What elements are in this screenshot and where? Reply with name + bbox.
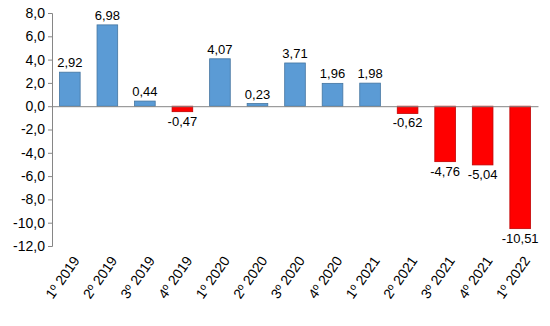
y-tick: 8,0 bbox=[26, 5, 52, 21]
y-tick-mark bbox=[48, 199, 52, 200]
y-tick-label: -10,0 bbox=[13, 215, 45, 231]
x-tick: 2º 2021 bbox=[380, 250, 421, 302]
bar bbox=[472, 106, 493, 165]
y-tick-label: 0,0 bbox=[26, 98, 46, 114]
y-tick-label: 4,0 bbox=[26, 52, 46, 68]
y-tick-mark bbox=[48, 13, 52, 14]
bars bbox=[60, 25, 531, 229]
x-tick: 2º 2019 bbox=[80, 250, 121, 302]
x-axis-line-group bbox=[53, 106, 539, 107]
x-tick-label: 3º 2019 bbox=[117, 253, 158, 302]
data-labels: 2,92 6,98 0,44 -0,47 4,07 0,23 3,71 1,96 1,98 -0,… bbox=[57, 8, 538, 246]
y-tick: -10,0 bbox=[13, 215, 52, 231]
x-tick-label: 2º 2019 bbox=[80, 253, 121, 302]
y-tick-label: 8,0 bbox=[26, 5, 46, 21]
x-tick-label: 1º 2019 bbox=[42, 253, 83, 302]
x-tick-label: 2º 2020 bbox=[230, 253, 271, 302]
y-axis: -12,0 -10,0 -8,0 -6,0 -4,0 -2,0 0,0 2,0 4,0 6,0 8,… bbox=[13, 5, 52, 254]
y-tick-label: -2,0 bbox=[21, 121, 45, 137]
y-tick-mark bbox=[48, 153, 52, 154]
y-tick: -12,0 bbox=[13, 238, 52, 254]
x-tick: 1º 2019 bbox=[42, 250, 83, 302]
data-label: -0,47 bbox=[168, 114, 198, 129]
x-tick-label: 1º 2021 bbox=[342, 253, 383, 302]
x-tick-label: 3º 2021 bbox=[417, 253, 458, 302]
bar bbox=[360, 83, 381, 106]
bar bbox=[247, 104, 268, 107]
bar bbox=[60, 72, 81, 106]
data-label: 0,23 bbox=[245, 87, 270, 102]
y-tick-mark bbox=[48, 223, 52, 224]
data-label: 2,92 bbox=[57, 55, 82, 70]
y-tick: 0,0 bbox=[26, 98, 52, 114]
y-tick-mark bbox=[48, 36, 52, 37]
x-tick: 3º 2021 bbox=[417, 250, 458, 302]
x-tick-label: 3º 2020 bbox=[267, 253, 308, 302]
data-label: -5,04 bbox=[468, 167, 498, 182]
y-tick: -6,0 bbox=[21, 168, 52, 184]
data-label: 1,98 bbox=[357, 66, 382, 81]
y-tick-label: 2,0 bbox=[26, 75, 46, 91]
chart: -12,0 -10,0 -8,0 -6,0 -4,0 -2,0 0,0 2,0 4,0 6,0 8,… bbox=[0, 0, 550, 326]
data-label: -0,62 bbox=[393, 115, 423, 130]
x-tick-label: 4º 2021 bbox=[455, 253, 496, 302]
y-tick-label: 6,0 bbox=[26, 28, 46, 44]
y-tick-label: -4,0 bbox=[21, 145, 45, 161]
x-tick: 1º 2022 bbox=[493, 250, 534, 302]
data-label: 3,71 bbox=[282, 46, 307, 61]
y-tick-mark bbox=[48, 130, 52, 131]
data-label: 6,98 bbox=[95, 8, 120, 23]
y-tick: 6,0 bbox=[26, 28, 52, 44]
plot: -12,0 -10,0 -8,0 -6,0 -4,0 -2,0 0,0 2,0 4,0 6,0 8,… bbox=[13, 5, 539, 302]
bar bbox=[135, 101, 156, 106]
bar bbox=[97, 25, 118, 106]
bar bbox=[285, 63, 306, 106]
x-tick-label: 4º 2020 bbox=[305, 253, 346, 302]
bar bbox=[322, 83, 343, 106]
y-tick-mark bbox=[48, 176, 52, 177]
y-axis-line bbox=[48, 14, 53, 247]
bar bbox=[435, 106, 456, 161]
x-tick: 4º 2021 bbox=[455, 250, 496, 302]
bar bbox=[510, 106, 531, 228]
y-tick-mark bbox=[48, 246, 52, 247]
data-label: 4,07 bbox=[207, 42, 232, 57]
x-tick-label: 1º 2022 bbox=[493, 253, 534, 302]
x-tick: 1º 2020 bbox=[192, 250, 233, 302]
x-tick: 4º 2020 bbox=[305, 250, 346, 302]
y-tick-label: -8,0 bbox=[21, 191, 45, 207]
y-tick-label: -6,0 bbox=[21, 168, 45, 184]
y-tick: -4,0 bbox=[21, 145, 52, 161]
y-tick: -2,0 bbox=[21, 121, 52, 137]
x-tick: 4º 2019 bbox=[155, 250, 196, 302]
data-label: -4,76 bbox=[430, 164, 460, 179]
y-tick-mark bbox=[48, 83, 52, 84]
data-label: -10,51 bbox=[502, 231, 539, 246]
x-tick: 1º 2021 bbox=[342, 250, 383, 302]
x-axis: 1º 20192º 20193º 20194º 20191º 20202º 20… bbox=[42, 250, 533, 302]
x-tick-label: 2º 2021 bbox=[380, 253, 421, 302]
x-tick: 3º 2019 bbox=[117, 250, 158, 302]
data-label: 1,96 bbox=[320, 66, 345, 81]
data-label: 0,44 bbox=[132, 84, 157, 99]
y-tick-mark bbox=[48, 60, 52, 61]
bar bbox=[397, 106, 418, 113]
x-tick-label: 1º 2020 bbox=[192, 253, 233, 302]
x-tick-label: 4º 2019 bbox=[155, 253, 196, 302]
y-tick: 2,0 bbox=[26, 75, 52, 91]
x-axis-line bbox=[53, 106, 539, 107]
y-tick-mark bbox=[48, 106, 52, 107]
x-tick: 3º 2020 bbox=[267, 250, 308, 302]
y-tick: -8,0 bbox=[21, 191, 52, 207]
x-tick: 2º 2020 bbox=[230, 250, 271, 302]
y-tick-label: -12,0 bbox=[13, 238, 45, 254]
y-tick: 4,0 bbox=[26, 52, 52, 68]
bar bbox=[210, 59, 231, 106]
